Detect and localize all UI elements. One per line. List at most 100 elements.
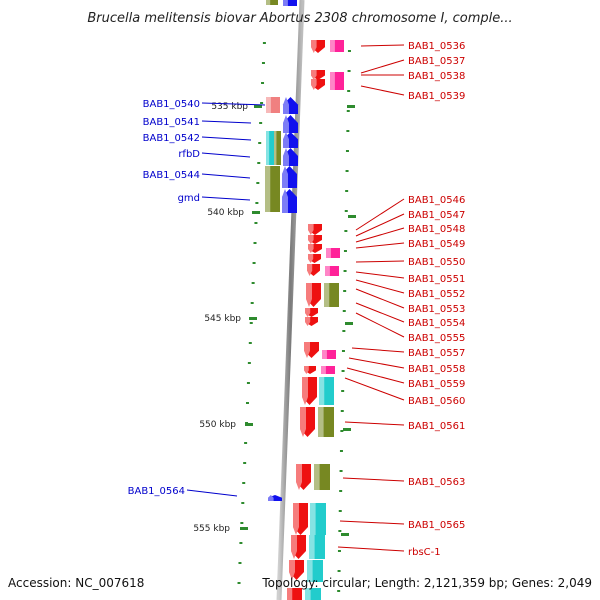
gene-highlight	[311, 70, 317, 80]
gene-highlight	[282, 166, 288, 188]
gene-highlight	[283, 115, 289, 133]
gene-label-right: BAB1_0549	[408, 239, 465, 250]
gene-feature	[287, 588, 302, 600]
gene-highlight	[266, 97, 271, 113]
gene-highlight	[308, 235, 314, 244]
ruler-dot	[344, 230, 348, 232]
ruler-dot	[347, 70, 351, 72]
gene-highlight	[283, 148, 289, 166]
gene-feature	[308, 224, 322, 235]
gene-highlight	[307, 264, 313, 276]
leader-line	[355, 198, 405, 231]
gene-label-right: BAB1_0563	[408, 477, 465, 488]
backbone-strand	[276, 0, 305, 600]
scale-label: 535 kbp	[211, 102, 248, 112]
gene-highlight	[266, 0, 271, 5]
ruler-dot	[345, 150, 349, 152]
ruler-dot	[339, 490, 343, 492]
gene-highlight	[283, 132, 289, 148]
gene-highlight	[302, 377, 308, 405]
ruler-dot	[339, 450, 343, 452]
ruler-dot	[261, 82, 265, 84]
ruler-dot	[257, 162, 261, 164]
gene-label-right: BAB1_0554	[408, 318, 465, 329]
leader-line	[201, 152, 251, 158]
gene-label-right: BAB1_0559	[408, 379, 465, 390]
ruler-dot	[340, 430, 344, 432]
gene-feature	[293, 503, 308, 535]
major-tick	[254, 105, 262, 108]
major-tick	[347, 105, 355, 108]
gene-label-right: BAB1_0537	[408, 56, 465, 67]
ruler-dot	[251, 282, 255, 284]
gene-block	[266, 0, 278, 5]
leader-line	[360, 44, 405, 47]
gene-label-right: BAB1_0560	[408, 396, 465, 407]
gene-highlight	[321, 366, 326, 374]
gene-highlight	[291, 535, 297, 559]
gene-highlight	[305, 588, 311, 600]
gene-highlight	[325, 266, 330, 276]
ruler-dot	[343, 270, 347, 272]
leader-line	[360, 85, 405, 96]
gene-feature	[311, 79, 325, 90]
gene-label-right: BAB1_0536	[408, 41, 465, 52]
gene-label-left: BAB1_0541	[143, 117, 200, 128]
gene-feature	[304, 366, 316, 374]
gene-highlight	[308, 224, 314, 235]
ruler-dot	[259, 122, 263, 124]
leader-line	[351, 347, 405, 353]
ruler-dot	[346, 110, 350, 112]
gene-highlight	[304, 342, 310, 358]
gene-highlight	[266, 131, 270, 165]
gene-feature	[274, 131, 281, 165]
ruler-dot	[237, 582, 241, 584]
ruler-dot	[254, 222, 258, 224]
gene-feature	[305, 308, 318, 317]
gene-label-left: BAB1_0542	[143, 133, 200, 144]
gene-feature	[324, 283, 339, 307]
gene-highlight	[265, 166, 271, 212]
gene-feature	[282, 189, 297, 213]
scale-label: 540 kbp	[207, 208, 244, 218]
major-tick	[343, 428, 351, 431]
leader-line	[201, 136, 252, 141]
gene-feature	[314, 464, 330, 490]
gene-feature	[305, 588, 321, 600]
gene-labels: BAB1_0536 BAB1_0537 BAB1_0538 BAB1_0539 BAB1…	[128, 41, 466, 558]
ruler-dot	[250, 302, 254, 304]
ruler-dot	[338, 530, 342, 532]
gene-feature	[283, 0, 297, 6]
gene-label-right: BAB1_0547	[408, 210, 465, 221]
gene-feature	[283, 132, 298, 148]
leader-line	[355, 227, 405, 243]
gene-feature	[318, 407, 334, 437]
leader-line	[355, 302, 405, 323]
gene-feature	[266, 97, 280, 113]
gene-feature	[321, 366, 335, 374]
gene-feature	[266, 0, 278, 5]
gene-feature	[326, 248, 340, 258]
backbone	[276, 0, 305, 600]
gene-label-right: BAB1_0565	[408, 520, 465, 531]
ruler-dot	[241, 502, 245, 504]
ruler-dot	[244, 442, 248, 444]
gene-feature	[305, 317, 318, 326]
major-tick	[245, 423, 253, 426]
gene-feature	[300, 407, 315, 437]
gene-label-right: BAB1_0553	[408, 304, 465, 315]
ruler-dot	[345, 170, 349, 172]
gene-label-left: BAB1_0564	[128, 486, 185, 497]
ruler-dot	[258, 142, 262, 144]
gene-label-left: BAB1_0544	[143, 170, 200, 181]
leader-line	[344, 377, 405, 401]
ruler-dot	[248, 342, 252, 344]
gene-highlight	[293, 503, 299, 535]
ruler-dot	[242, 482, 246, 484]
gene-feature	[311, 70, 325, 80]
leader-line	[201, 196, 251, 201]
gene-highlight	[307, 560, 313, 582]
gene-feature	[311, 40, 325, 53]
gene-highlight	[268, 495, 274, 501]
